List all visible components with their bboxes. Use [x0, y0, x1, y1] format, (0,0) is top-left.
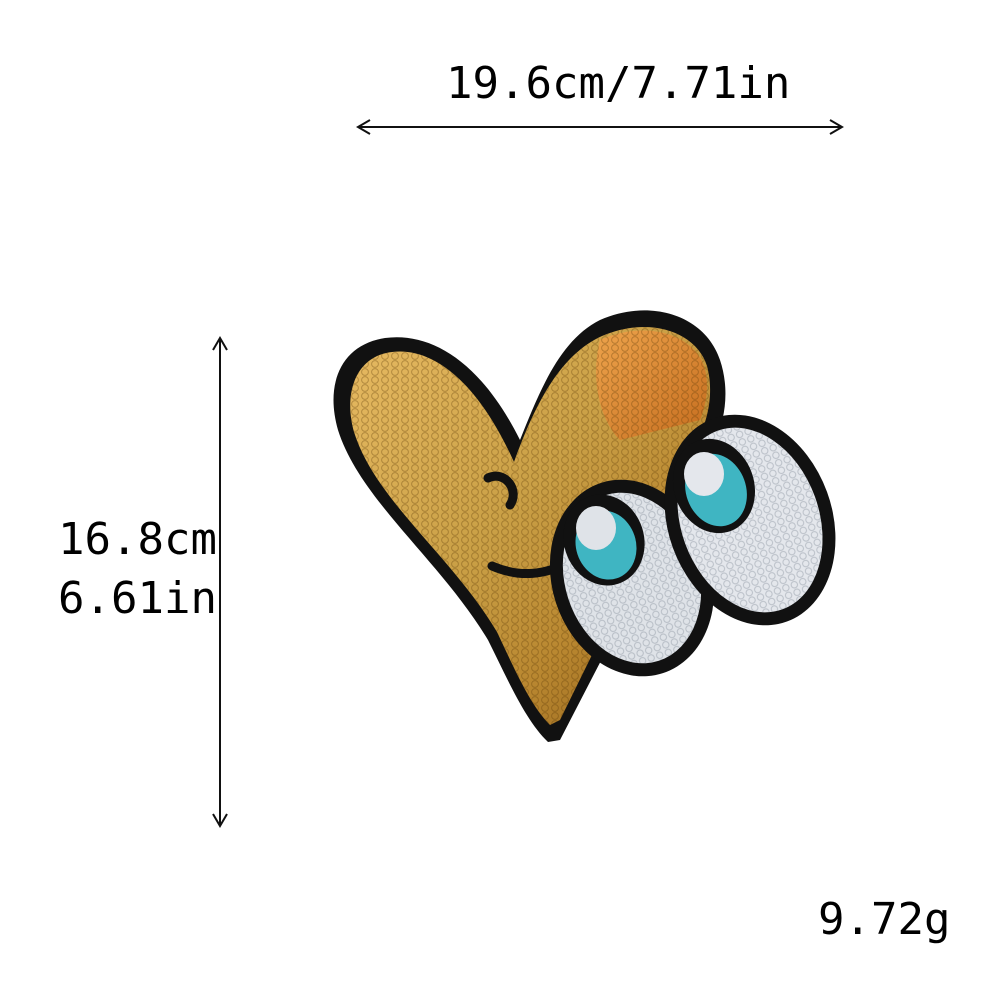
heart-patch-image: [333, 310, 726, 742]
right-eye: [664, 414, 836, 626]
height-arrow: [212, 336, 228, 828]
height-in-label: 6.61in: [58, 573, 217, 624]
left-eye: [549, 479, 715, 677]
height-cm-label: 16.8cm: [58, 514, 217, 565]
width-arrow: [356, 119, 844, 135]
width-dimension-label: 19.6cm/7.71in: [446, 58, 791, 109]
weight-label: 9.72g: [818, 894, 951, 945]
closed-eye-mark: [483, 471, 518, 510]
